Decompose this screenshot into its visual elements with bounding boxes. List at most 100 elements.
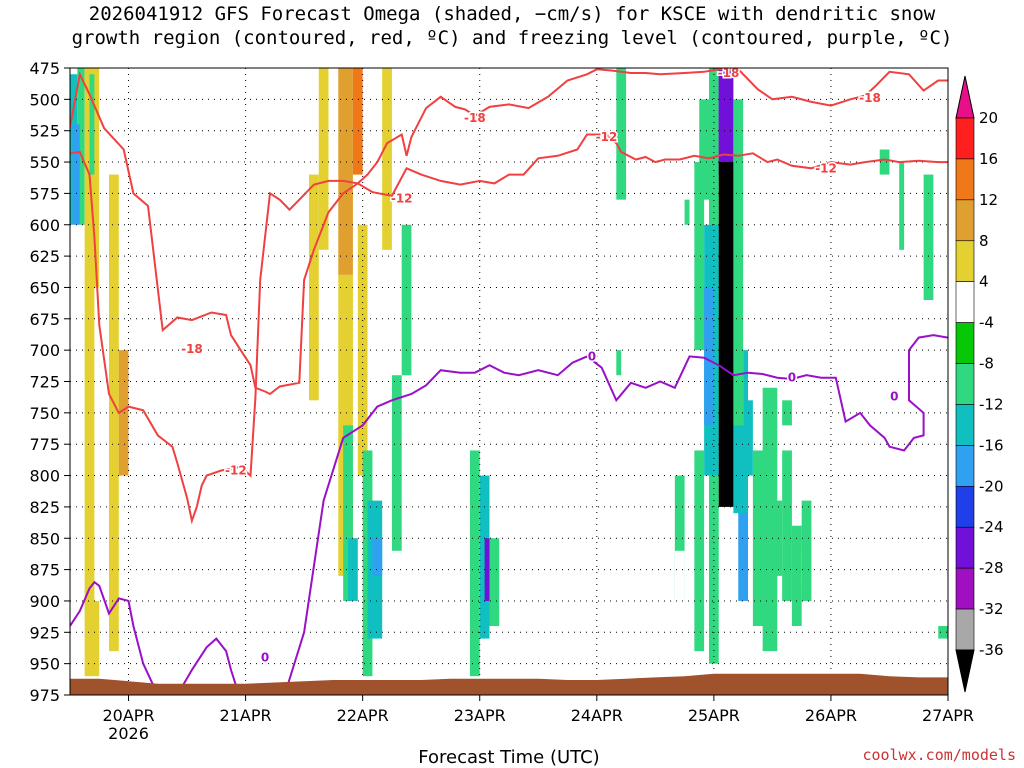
- y-tick-label: 525: [29, 122, 60, 141]
- x-tick-label: 22APR: [337, 706, 389, 725]
- omega-cell: [782, 450, 792, 601]
- omega-cell: [879, 337, 890, 476]
- colorbar-segment: [955, 608, 975, 651]
- omega-cell: [372, 538, 383, 576]
- chart-title-line1: 2026041912 GFS Forecast Omega (shaded, −…: [88, 3, 936, 25]
- omega-cell: [733, 425, 749, 514]
- contour-label-dgz_minus18: -18: [718, 66, 740, 80]
- omega-cell: [430, 287, 441, 426]
- colorbar-segment: [955, 240, 975, 282]
- x-tick-label: 27APR: [922, 706, 974, 725]
- omega-cell: [762, 387, 778, 652]
- contour-label-freezing_0: 0: [261, 650, 269, 664]
- omega-shading: [70, 68, 948, 677]
- omega-cell: [879, 149, 890, 175]
- colorbar-top-arrow: [955, 75, 975, 119]
- y-tick-label: 650: [29, 278, 60, 297]
- y-tick-label: 625: [29, 247, 60, 266]
- omega-cell: [923, 174, 934, 300]
- colorbar-segment: [955, 322, 975, 364]
- omega-cell: [489, 538, 500, 627]
- colorbar-bottom-arrow: [955, 649, 975, 693]
- omega-cell: [791, 525, 802, 627]
- omega-cell: [748, 174, 758, 401]
- omega-cell: [616, 350, 622, 376]
- omega-cell: [109, 174, 119, 652]
- omega-cell: [323, 249, 334, 376]
- colorbar-tick-label: 12: [979, 191, 998, 209]
- omega-cell: [391, 174, 402, 351]
- x-tick-label: 25APR: [688, 706, 740, 725]
- y-tick-label: 775: [29, 435, 60, 454]
- omega-cell: [782, 400, 792, 426]
- x-tick-label: 26APR: [805, 706, 857, 725]
- colorbar-segment: [955, 567, 975, 610]
- colorbar-segment: [955, 158, 975, 201]
- omega-cell: [99, 68, 110, 601]
- omega-cell: [899, 162, 905, 250]
- omega-cell: [299, 249, 310, 476]
- omega-cell: [143, 475, 153, 639]
- omega-cell: [89, 74, 95, 175]
- colorbar-tick-label: -28: [979, 559, 1004, 577]
- x-tick-label: 20APR: [102, 706, 154, 725]
- omega-cell: [699, 99, 709, 200]
- contour-label-dgz_minus12: -12: [815, 161, 837, 175]
- y-tick-label: 750: [29, 404, 60, 423]
- contour-label-freezing_0: 0: [588, 349, 596, 363]
- omega-cell: [235, 174, 246, 326]
- omega-cell: [401, 224, 412, 376]
- omega-cell: [889, 425, 900, 451]
- omega-cell: [938, 626, 948, 639]
- x-axis-ticks: 20APR 21APR 22APR 23APR 24APR 25APR 26APR 27APR: [102, 695, 974, 725]
- contour-label-freezing_0: 0: [890, 390, 898, 404]
- omega-cell: [118, 350, 129, 476]
- omega-cell: [572, 224, 578, 300]
- omega-cell: [684, 136, 695, 250]
- omega-cell: [469, 444, 480, 677]
- y-tick-label: 950: [29, 655, 60, 674]
- colorbar-segment: [955, 199, 975, 242]
- y-tick-label: 975: [29, 686, 60, 705]
- omega-cell: [421, 350, 431, 526]
- y-tick-label: 600: [29, 216, 60, 235]
- colorbar-segment: [955, 363, 975, 405]
- omega-cell: [704, 287, 714, 426]
- contour-label-dgz_minus12: -12: [225, 464, 247, 478]
- colorbar-tick-label: -36: [979, 641, 1004, 659]
- omega-cell: [426, 99, 436, 175]
- colorbar-segment: [955, 445, 975, 487]
- y-tick-label: 675: [29, 310, 60, 329]
- omega-cell: [128, 224, 139, 664]
- x-axis-year-label: 2026: [108, 724, 149, 743]
- colorbar-tick-label: 20: [979, 109, 998, 127]
- ground-terrain: [70, 673, 948, 695]
- omega-cell: [318, 68, 329, 250]
- y-tick-label: 550: [29, 153, 60, 172]
- grid-lines: [70, 68, 948, 695]
- contour-line-dgz_minus18: [70, 68, 948, 396]
- colorbar-segment: [955, 486, 975, 528]
- omega-cell: [338, 68, 353, 275]
- contour-line-dgz_minus12: [70, 133, 948, 525]
- x-tick-label: 24APR: [571, 706, 623, 725]
- omega-cell: [801, 500, 812, 601]
- x-tick-label: 23APR: [454, 706, 506, 725]
- omega-cell: [694, 450, 705, 652]
- omega-cell: [616, 68, 627, 200]
- omega-cell: [391, 375, 402, 551]
- omega-cell: [509, 350, 519, 438]
- colorbar-tick-label: -24: [979, 518, 1004, 536]
- omega-cell: [674, 550, 685, 601]
- omega-cell: [343, 425, 353, 601]
- omega-cell: [411, 287, 422, 476]
- omega-cell: [708, 475, 719, 664]
- y-tick-label: 500: [29, 90, 60, 109]
- colorbar-segment: [955, 281, 975, 323]
- omega-cell: [684, 199, 690, 225]
- y-tick-label: 575: [29, 184, 60, 203]
- colorbar-tick-label: 8: [979, 232, 989, 250]
- colorbar-tick-label: -20: [979, 477, 1004, 495]
- omega-cell: [484, 538, 490, 601]
